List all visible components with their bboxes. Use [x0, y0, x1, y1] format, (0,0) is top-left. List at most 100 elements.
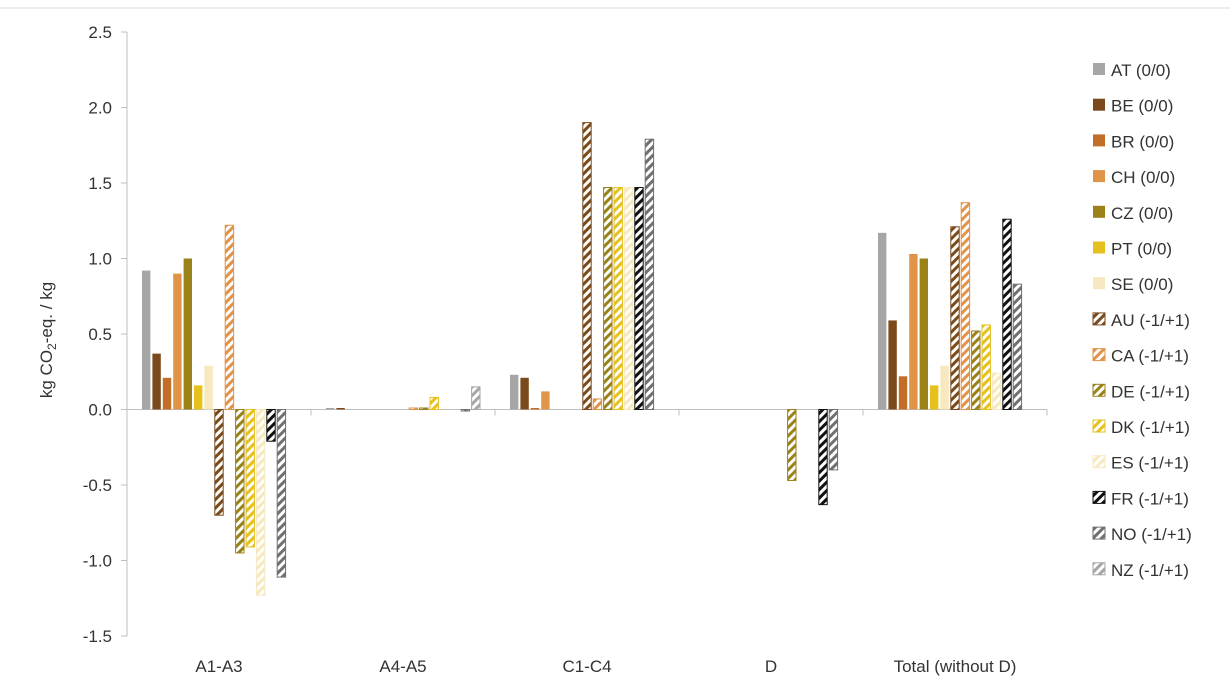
y-tick-label: 0.5 — [88, 325, 112, 344]
bar — [1012, 283, 1023, 411]
legend-label: PT (0/0) — [1111, 240, 1172, 259]
legend-label: NO (-1/+1) — [1111, 525, 1192, 544]
y-axis-title-prefix: kg CO — [37, 350, 56, 398]
legend-swatch — [1092, 490, 1106, 504]
bar — [530, 407, 540, 410]
bars — [142, 122, 1023, 596]
x-tick-label: A4-A5 — [379, 657, 426, 676]
legend-label: SE (0/0) — [1111, 275, 1173, 294]
bar — [981, 324, 991, 410]
legend-label: BE (0/0) — [1111, 97, 1173, 116]
y-axis-title-subscript: 2 — [45, 343, 59, 350]
bar — [326, 407, 335, 410]
bar — [582, 122, 592, 410]
bar — [828, 409, 839, 471]
legend-swatch — [1092, 419, 1106, 433]
bar — [592, 398, 603, 410]
bar — [162, 377, 172, 410]
legend-label: ES (-1/+1) — [1111, 454, 1189, 473]
y-axis-title-suffix: -eq. / kg — [37, 282, 56, 343]
legend-swatch — [1093, 277, 1105, 290]
legend-label: CZ (0/0) — [1111, 204, 1173, 223]
y-tick-label: -0.5 — [83, 476, 112, 495]
legend-label: CH (0/0) — [1111, 168, 1175, 187]
legend-swatch — [1092, 562, 1106, 576]
bar — [183, 258, 192, 410]
bar — [878, 232, 887, 410]
legend-swatch — [1093, 63, 1105, 75]
y-axis-title: kg CO2-eq. / kg — [37, 282, 59, 398]
legend-swatch — [1092, 455, 1106, 469]
bar — [991, 372, 1002, 411]
legend-swatch — [1093, 98, 1105, 111]
bar — [644, 138, 655, 411]
bar — [336, 407, 345, 410]
bar — [204, 365, 213, 410]
legend-label: AT (0/0) — [1111, 61, 1171, 80]
bar — [1002, 218, 1012, 410]
bar — [173, 273, 182, 410]
y-tick-label: 0.0 — [88, 401, 112, 420]
bar — [919, 258, 928, 410]
bar — [235, 409, 245, 554]
bar — [214, 409, 224, 516]
bar — [255, 409, 266, 596]
y-tick-label: 2.0 — [88, 99, 112, 118]
bar — [634, 187, 644, 410]
legend-swatch — [1093, 134, 1105, 147]
bar — [408, 407, 419, 410]
bar — [888, 320, 897, 410]
y-axis: -1.5 -1.0 -0.5 0.0 0.5 1.0 1.5 2.0 2.5 — [83, 23, 128, 646]
bar — [471, 386, 481, 411]
bar — [194, 385, 203, 410]
y-tick-label: -1.5 — [83, 627, 112, 646]
legend-swatch — [1092, 312, 1106, 326]
bar — [623, 187, 634, 410]
legend-label: DK (-1/+1) — [1111, 418, 1190, 437]
bar — [510, 374, 519, 410]
bar — [960, 202, 971, 410]
bar — [909, 253, 918, 410]
bar — [898, 376, 908, 410]
bar — [971, 330, 981, 411]
bar — [950, 226, 960, 410]
x-tick-label: Total (without D) — [894, 657, 1017, 676]
bar — [613, 187, 623, 410]
legend-swatch — [1093, 170, 1105, 183]
x-tick-label: D — [765, 657, 777, 676]
bar — [520, 377, 529, 410]
legend-swatch — [1093, 205, 1105, 218]
bar — [460, 409, 471, 412]
x-tick-label: A1-A3 — [195, 657, 242, 676]
legend-label: BR (0/0) — [1111, 132, 1174, 151]
bar — [152, 353, 161, 410]
x-tick-label: C1-C4 — [562, 657, 611, 676]
bar — [224, 224, 235, 410]
bar — [429, 396, 439, 411]
bar — [419, 407, 429, 410]
bar — [818, 409, 828, 506]
y-tick-label: 1.5 — [88, 174, 112, 193]
bar — [266, 409, 276, 442]
legend-swatch — [1092, 348, 1106, 362]
legend-label: FR (-1/+1) — [1111, 489, 1189, 508]
bar — [940, 365, 949, 410]
y-tick-label: 2.5 — [88, 23, 112, 42]
bar — [603, 187, 613, 410]
legend-label: AU (-1/+1) — [1111, 311, 1190, 330]
legend-label: NZ (-1/+1) — [1111, 561, 1189, 580]
legend-swatch — [1092, 526, 1106, 540]
legend: AT (0/0) BE (0/0) BR (0/0) CH (0/0) CZ (0/0)… — [1092, 61, 1192, 580]
bar — [276, 409, 287, 578]
bar — [787, 409, 797, 481]
legend-label: DE (-1/+1) — [1111, 382, 1190, 401]
legend-swatch — [1093, 241, 1105, 254]
bar — [541, 391, 550, 410]
bar — [142, 270, 151, 410]
bar — [245, 409, 255, 548]
legend-swatch — [1092, 383, 1106, 397]
legend-label: CA (-1/+1) — [1111, 347, 1189, 366]
y-tick-label: -1.0 — [83, 552, 112, 571]
